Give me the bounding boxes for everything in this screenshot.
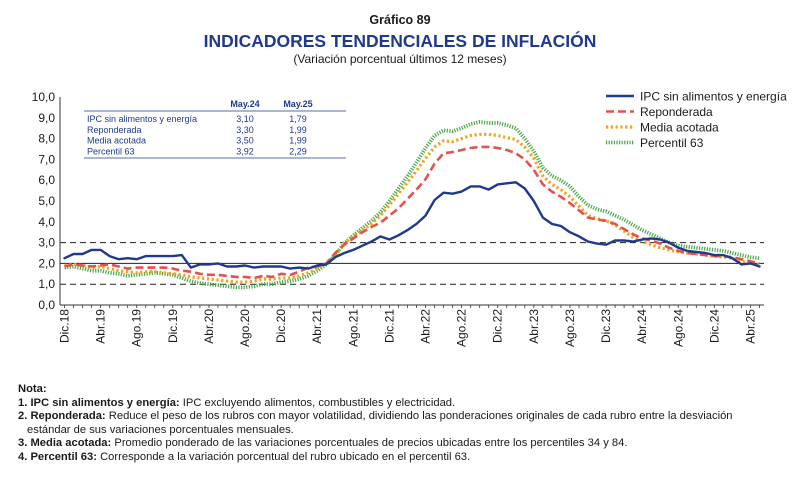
x-tick-label: Ago.21 <box>346 309 360 347</box>
note-item: 3. Media acotada: Promedio ponderado de … <box>18 437 788 451</box>
y-tick-label: 6,0 <box>38 173 55 187</box>
x-tick-label: Dic.20 <box>274 309 288 343</box>
chart-title: INDICADORES TENDENCIALES DE INFLACIÓN <box>204 30 597 51</box>
y-tick-label: 3,0 <box>38 236 55 250</box>
y-tick-label: 4,0 <box>38 215 55 229</box>
y-tick-label: 10,0 <box>32 90 56 104</box>
y-tick-label: 2,0 <box>38 256 55 270</box>
x-tick-label: Abr.22 <box>419 309 433 344</box>
series-line <box>64 120 760 290</box>
inflation-chart: Gráfico 89 INDICADORES TENDENCIALES DE I… <box>32 13 787 347</box>
inset-table-row-label: Media acotada <box>87 136 146 146</box>
note-continuation: estándar de sus variaciones porcentuales… <box>27 423 294 436</box>
note-item: 4. Percentil 63: Corresponde a la variac… <box>18 451 788 465</box>
note-term: 3. Media acotada: <box>18 437 112 450</box>
inset-table-row-label: IPC sin alimentos y energía <box>87 114 197 124</box>
note-item: 2. Reponderada: Reduce el peso de los ru… <box>18 410 788 424</box>
x-tick-label: Abr.20 <box>202 309 216 344</box>
series-line <box>63 181 761 270</box>
y-tick-label: 0,0 <box>38 298 55 312</box>
chart-supertitle: Gráfico 89 <box>369 13 430 27</box>
legend-label: Reponderada <box>640 105 713 119</box>
inset-table-row-label: Percentil 63 <box>87 146 135 156</box>
note-term: 2. Reponderada: <box>18 410 106 423</box>
series-line <box>64 132 760 284</box>
legend-label: Media acotada <box>640 121 719 135</box>
inset-table-cell: 3,30 <box>236 125 254 135</box>
y-tick-label: 9,0 <box>38 111 55 125</box>
x-tick-label: Dic.21 <box>382 309 396 343</box>
x-tick-label: Ago.24 <box>671 309 685 347</box>
x-tick-label: Abr.25 <box>743 309 757 344</box>
y-tick-label: 5,0 <box>38 194 55 208</box>
x-tick-label: Ago.23 <box>563 309 577 347</box>
inset-table-row-label: Reponderada <box>87 125 142 135</box>
y-tick-label: 7,0 <box>38 152 55 166</box>
x-tick-label: Ago.20 <box>238 309 252 347</box>
note-text: IPC excluyendo alimentos, combustibles y… <box>179 396 456 409</box>
x-tick-label: Abr.19 <box>94 309 108 344</box>
x-tick-label: Abr.23 <box>527 309 541 344</box>
inset-table-cell: 3,50 <box>236 136 254 146</box>
inset-table-cell: 2,29 <box>289 146 307 156</box>
legend-label: IPC sin alimentos y energía <box>640 90 787 104</box>
note-text: Reduce el peso de los rubros con mayor v… <box>105 410 733 423</box>
inset-table-cell: 3,10 <box>236 114 254 124</box>
notes-heading: Nota: <box>18 383 47 395</box>
note-term: 4. Percentil 63: <box>18 450 97 463</box>
x-tick-label: Ago.19 <box>130 309 144 347</box>
inset-table-cell: 1,99 <box>289 136 307 146</box>
inset-table-cell: 1,99 <box>289 125 307 135</box>
x-tick-label: Ago.22 <box>455 309 469 347</box>
inset-table-header: May.25 <box>283 99 312 109</box>
x-tick-label: Dic.18 <box>58 309 72 343</box>
y-tick-label: 1,0 <box>38 277 55 291</box>
x-tick-label: Dic.24 <box>707 309 721 343</box>
inset-table-cell: 1,79 <box>289 114 307 124</box>
x-tick-label: Abr.24 <box>635 309 649 344</box>
note-text: Promedio ponderado de las variaciones po… <box>111 437 628 450</box>
y-tick-label: 8,0 <box>38 132 55 146</box>
note-text: Corresponde a la variación porcentual de… <box>96 450 471 463</box>
x-tick-label: Dic.23 <box>599 309 613 343</box>
legend-label: Percentil 63 <box>640 136 704 150</box>
x-tick-label: Dic.22 <box>491 309 505 343</box>
x-tick-label: Abr.21 <box>310 309 324 344</box>
note-term: 1. IPC sin alimentos y energía: <box>18 396 180 409</box>
x-tick-label: Dic.19 <box>166 309 180 343</box>
note-item: 1. IPC sin alimentos y energía: IPC excl… <box>18 397 788 411</box>
inset-table-header: May.24 <box>230 99 259 109</box>
chart-subtitle: (Variación porcentual últimos 12 meses) <box>293 52 506 66</box>
inset-table-cell: 3,92 <box>236 146 254 156</box>
notes-section: Nota: 1. IPC sin alimentos y energía: IP… <box>18 383 788 465</box>
